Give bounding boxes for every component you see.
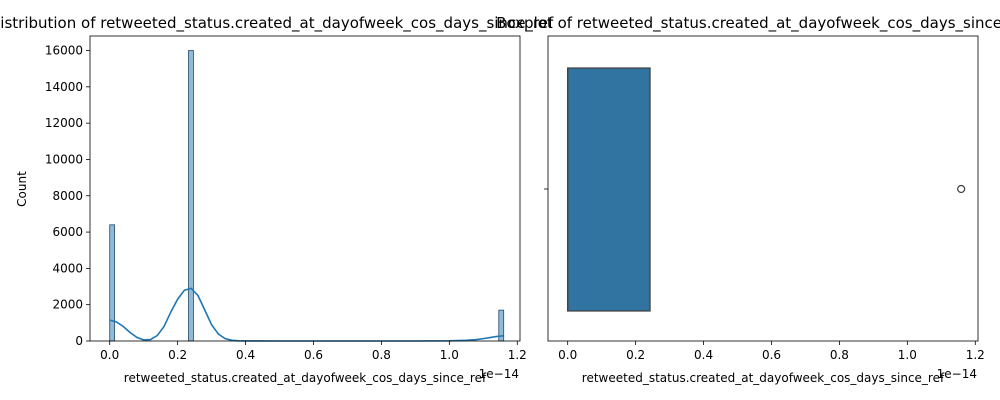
boxplot-x-ticks: 0.0 0.2 0.4 0.6 0.8 1.0 1.2 [558,341,985,362]
boxplot-body [567,67,966,312]
histogram-y-tick-label: 10000 [45,152,83,166]
histogram-y-tick-label: 0 [75,334,83,348]
histogram-x-tick-label: 0.2 [168,348,187,362]
histogram-y-ticks: 0 2000 4000 6000 8000 10000 12000 14000 16000 [45,44,90,348]
boxplot-axes: Boxplot of retweeted_status.created_at_d… [496,14,1000,385]
histogram-y-axis-label: Count [15,171,29,207]
boxplot-frame [547,35,979,342]
histogram-y-tick-label: 6000 [52,225,83,239]
boxplot-x-axis-label: retweeted_status.created_at_dayofweek_co… [582,371,945,385]
boxplot-x-tick-label: 0.4 [694,348,713,362]
kde-line [109,287,504,342]
histogram-x-tick-label: 1.0 [440,348,459,362]
histogram-x-tick-label: 0.4 [236,348,255,362]
histogram-bars [109,50,505,342]
histogram-y-tick-label: 8000 [52,189,83,203]
histogram-y-tick-label: 16000 [45,44,83,58]
histogram-x-offset-text: 1e−14 [479,367,519,381]
boxplot-outlier [957,184,966,194]
histogram-x-tick-label: 1.2 [508,348,527,362]
histogram-x-axis-label: retweeted_status.created_at_dayofweek_co… [124,371,487,385]
histogram-y-tick-label: 4000 [52,261,83,275]
histogram-y-tick-label: 12000 [45,116,83,130]
histogram-y-tick-label: 2000 [52,298,83,312]
boxplot-title: Boxplot of retweeted_status.created_at_d… [496,14,1000,33]
boxplot-x-tick-label: 1.2 [966,348,985,362]
histogram-x-tick-label: 0.0 [100,348,119,362]
boxplot-x-tick-label: 0.8 [830,348,849,362]
boxplot-box [567,67,651,312]
histogram-title: Distribution of retweeted_status.created… [0,14,554,33]
boxplot-x-tick-label: 0.6 [762,348,781,362]
histogram-bar-1 [188,50,194,342]
histogram-y-tick-label: 14000 [45,80,83,94]
boxplot-x-tick-label: 0.0 [558,348,577,362]
histogram-frame [89,35,521,342]
histogram-bar-0 [109,224,116,342]
histogram-axes: Distribution of retweeted_status.created… [0,14,554,385]
histogram-x-tick-label: 0.6 [304,348,323,362]
boxplot-x-tick-label: 1.0 [898,348,917,362]
boxplot-x-offset-text: 1e−14 [937,367,977,381]
boxplot-x-tick-label: 0.2 [626,348,645,362]
histogram-x-tick-label: 0.8 [372,348,391,362]
histogram-x-ticks: 0.0 0.2 0.4 0.6 0.8 1.0 1.2 [100,341,527,362]
